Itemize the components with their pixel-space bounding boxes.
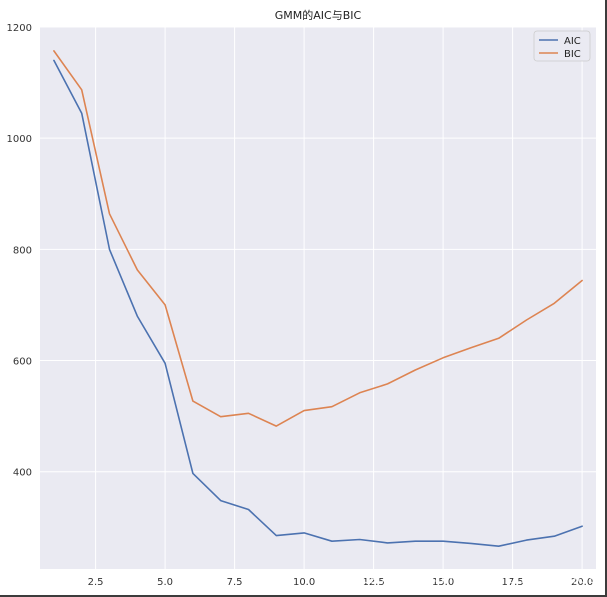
x-tick-label: 20.0 [571,577,593,588]
grid-lines [40,26,596,569]
series-line-bic [53,50,583,427]
y-axis: 400 600 800 1000 1200 [7,23,32,479]
watermark-text: https://blog.csdn.net/weixin_41429999 [343,572,597,587]
chart-title: GMM的AIC与BIC [275,8,362,22]
legend-box [533,30,591,62]
x-tick-label: 10.0 [293,577,315,588]
y-tick-label: 400 [13,468,32,479]
x-tick-label: 2.5 [88,577,104,588]
plot-area [40,27,596,569]
x-tick-label: 17.5 [501,577,523,588]
x-tick-label: 15.0 [432,577,454,588]
x-tick-label: 5.0 [157,577,173,588]
x-tick-label: 7.5 [227,577,243,588]
legend: AIC BIC [533,30,591,62]
y-tick-label: 1000 [7,134,32,145]
legend-label-bic: BIC [564,49,581,60]
series-layer [53,50,583,548]
y-tick-label: 600 [13,357,32,368]
y-tick-label: 800 [13,245,32,256]
legend-label-aic: AIC [564,36,581,47]
x-tick-label: 12.5 [362,577,384,588]
y-tick-label: 1200 [7,23,32,34]
series-line-aic [53,59,583,548]
x-axis: 2.5 5.0 7.5 10.0 12.5 15.0 17.5 20.0 [88,577,594,588]
